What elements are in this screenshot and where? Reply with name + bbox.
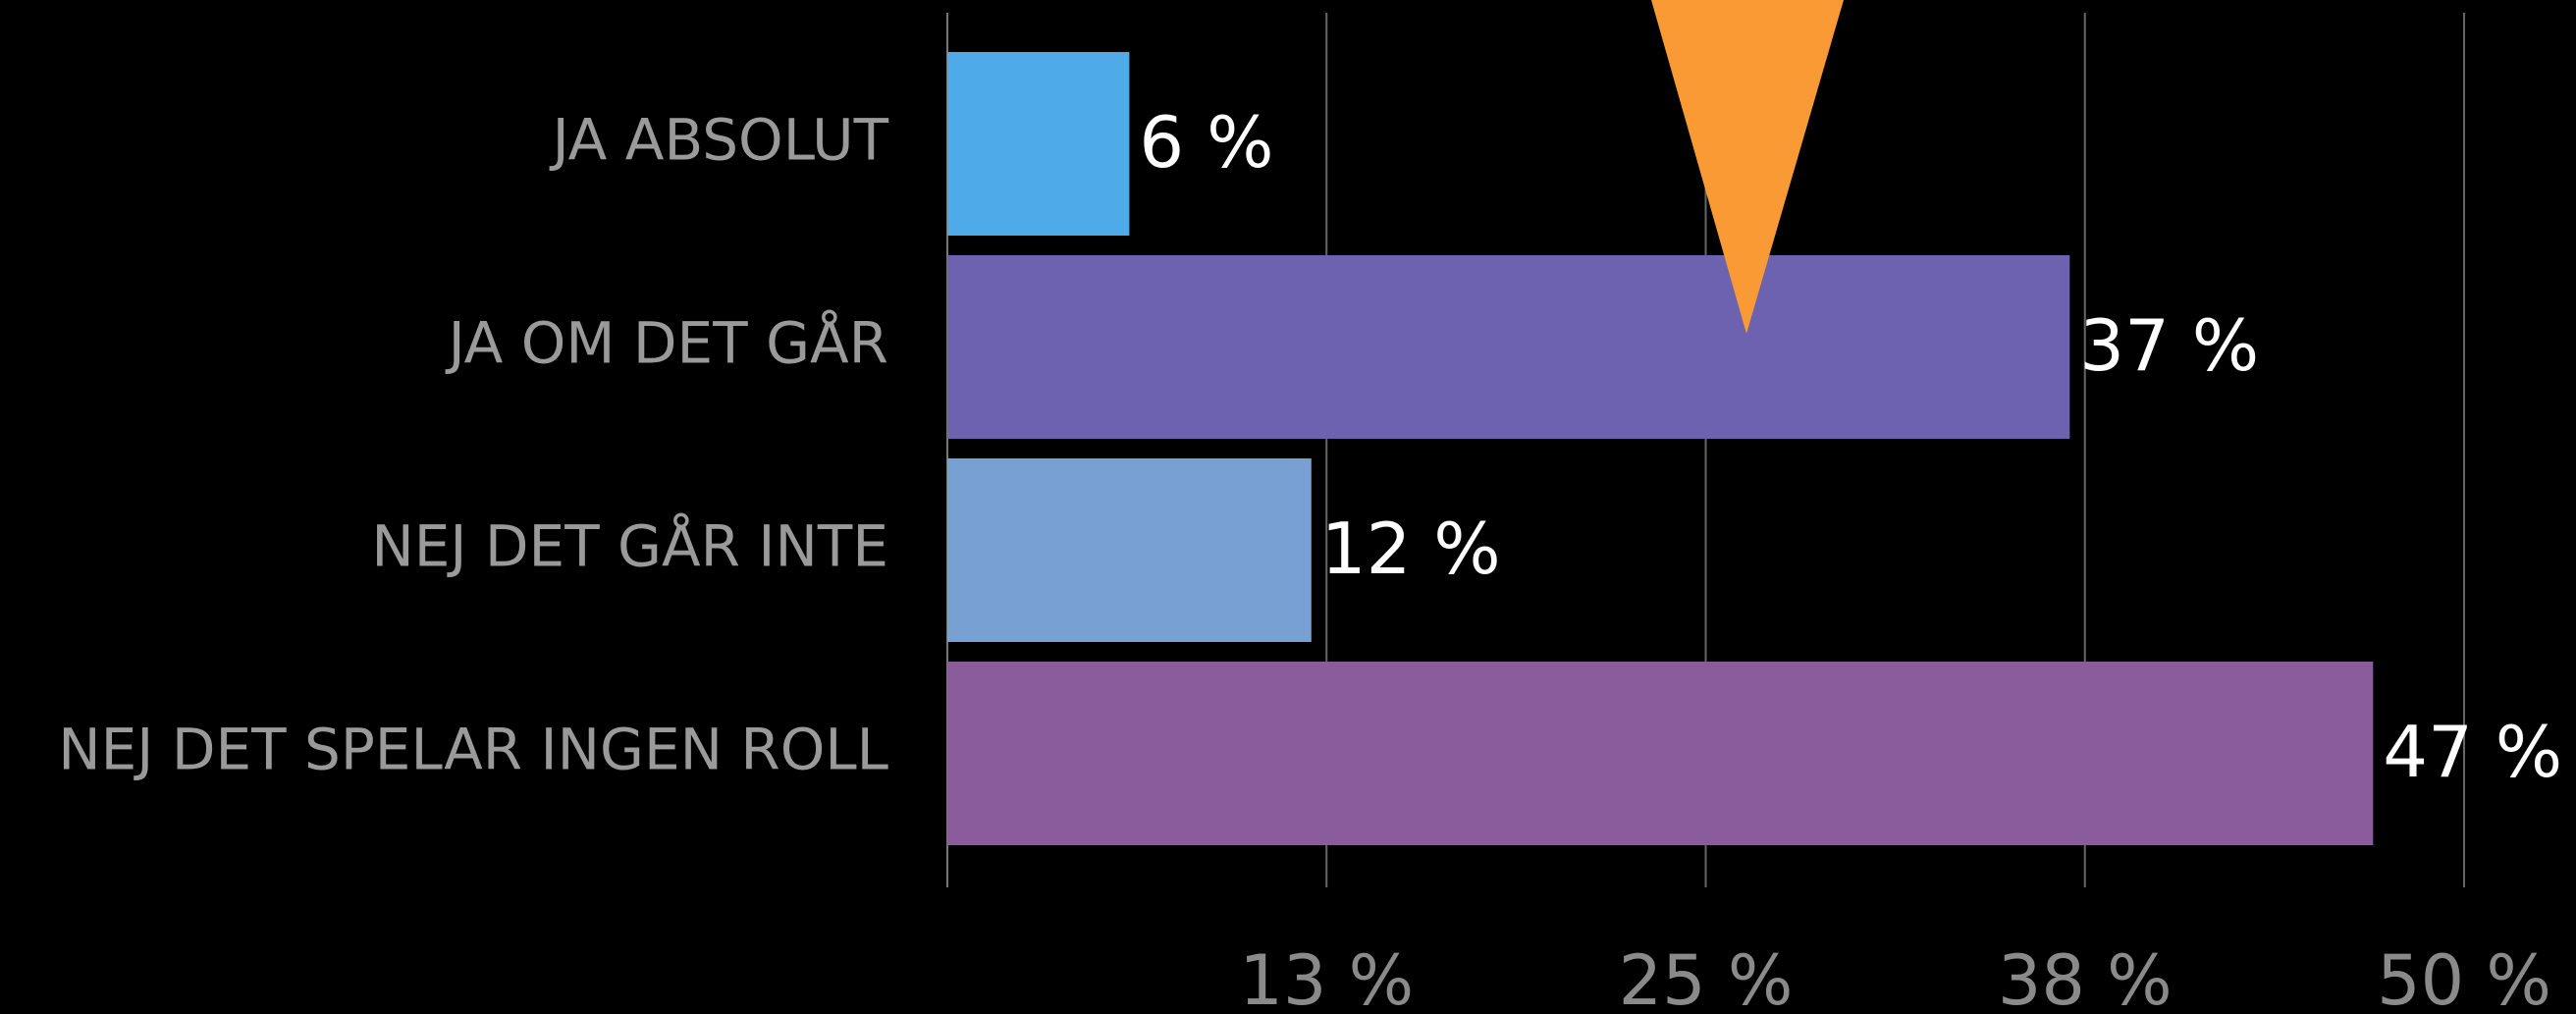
category-label: JA OM DET GÅR [446, 309, 888, 377]
x-tick-label: 38 % [1998, 940, 2173, 1014]
bars: JA ABSOLUT 6 % JA OM DET GÅR 37 % NEJ DET GÅ… [58, 52, 2562, 845]
bar [947, 662, 2374, 845]
bar [947, 255, 2070, 439]
value-label: 37 % [2079, 304, 2259, 387]
value-label: 12 % [1321, 507, 1501, 590]
x-tick-label: 50 % [2377, 940, 2551, 1014]
value-label: 6 % [1139, 101, 1273, 184]
category-label: NEJ DET GÅR INTE [371, 512, 888, 580]
category-label: JA ABSOLUT [550, 107, 889, 174]
x-tick-label: 25 % [1619, 940, 1794, 1014]
x-tick-label: 13 % [1239, 940, 1414, 1014]
value-label: 47 % [2383, 711, 2562, 793]
category-label: NEJ DET SPELAR INGEN ROLL [58, 717, 888, 783]
grid: 13 % 25 % 38 % 50 % [1239, 13, 2551, 1014]
bar [947, 52, 1130, 236]
bar [947, 458, 1312, 642]
pointer-triangle [1651, 0, 1844, 334]
